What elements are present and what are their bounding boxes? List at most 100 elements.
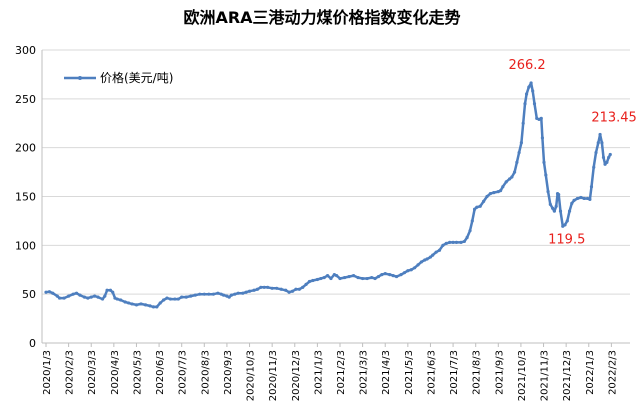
data-point xyxy=(71,292,75,296)
y-tick-label: 300 xyxy=(15,44,36,57)
data-point xyxy=(165,296,169,300)
data-point xyxy=(55,294,59,298)
data-point xyxy=(517,150,521,155)
data-point xyxy=(557,192,561,197)
x-tick-label: 2022/2/3 xyxy=(607,350,618,395)
data-point xyxy=(148,304,152,308)
data-point xyxy=(365,276,369,281)
y-tick-label: 200 xyxy=(15,142,36,155)
data-point xyxy=(388,273,392,277)
data-point xyxy=(498,189,503,193)
x-tick-label: 2021/8/3 xyxy=(472,350,483,395)
data-point xyxy=(315,277,319,282)
y-tick-label: 150 xyxy=(15,191,36,204)
data-point xyxy=(488,191,492,196)
data-point xyxy=(510,175,514,179)
data-point xyxy=(290,289,295,293)
data-point xyxy=(563,223,567,227)
data-point xyxy=(347,274,351,279)
data-point xyxy=(143,303,148,307)
data-point xyxy=(193,293,197,297)
data-point xyxy=(105,288,109,292)
data-point xyxy=(184,295,188,299)
data-point xyxy=(519,141,523,145)
data-point xyxy=(465,235,469,240)
data-point xyxy=(130,302,134,306)
data-point xyxy=(594,150,598,155)
x-tick-label: 2021/1/3 xyxy=(313,350,324,395)
data-point xyxy=(380,273,384,277)
x-tick-label: 2021/6/3 xyxy=(426,350,437,395)
x-tick-label: 2021/2/3 xyxy=(336,350,347,395)
x-tick-label: 2021/5/3 xyxy=(404,350,415,395)
data-point xyxy=(307,279,312,284)
x-tick-label: 2020/9/3 xyxy=(223,350,234,395)
data-point xyxy=(275,286,279,290)
data-point xyxy=(123,300,127,304)
data-point xyxy=(270,286,274,290)
data-point xyxy=(470,219,474,223)
data-point xyxy=(351,274,356,278)
data-point xyxy=(229,293,234,297)
y-tick-label: 0 xyxy=(29,337,36,350)
data-point xyxy=(416,263,420,267)
data-point xyxy=(567,209,572,213)
data-point xyxy=(319,276,323,281)
data-label: 266.2 xyxy=(508,58,545,73)
data-point xyxy=(582,196,586,201)
data-point xyxy=(322,275,326,280)
series-line xyxy=(44,81,612,309)
x-tick-label: 2022/1/3 xyxy=(585,350,596,395)
data-point xyxy=(252,288,256,292)
y-axis-ticks: 0 50 100 150 200 250 300 xyxy=(15,44,36,350)
data-point xyxy=(103,294,107,298)
y-tick-label: 250 xyxy=(15,93,36,106)
x-tick-label: 2021/4/3 xyxy=(381,350,392,395)
data-point xyxy=(601,155,606,160)
data-point xyxy=(51,291,55,295)
data-point xyxy=(67,294,71,298)
data-point xyxy=(233,292,237,296)
data-point xyxy=(482,199,486,203)
data-point xyxy=(478,204,482,208)
data-point xyxy=(532,102,537,106)
data-point xyxy=(539,116,543,120)
data-point xyxy=(168,297,172,301)
data-point xyxy=(198,292,202,296)
data-point xyxy=(540,136,545,140)
data-point xyxy=(266,285,270,289)
data-point xyxy=(425,257,429,261)
data-point xyxy=(552,209,556,213)
data-point xyxy=(515,160,519,164)
data-point xyxy=(115,297,119,301)
data-point xyxy=(572,198,576,203)
data-point xyxy=(126,301,131,305)
x-tick-label: 2021/10/3 xyxy=(517,350,528,401)
data-point xyxy=(383,272,387,276)
data-point xyxy=(546,190,550,194)
legend-marker xyxy=(78,76,82,80)
data-point xyxy=(592,165,596,169)
data-point xyxy=(279,287,283,291)
data-point xyxy=(521,121,525,125)
data-point xyxy=(565,219,569,223)
data-point xyxy=(512,170,517,174)
data-point xyxy=(325,274,330,278)
data-point xyxy=(409,268,413,272)
legend-label: 价格(美元/吨) xyxy=(100,70,173,85)
gridlines xyxy=(42,49,630,295)
data-point xyxy=(189,294,193,298)
data-point xyxy=(241,291,245,295)
data-point xyxy=(376,274,381,279)
data-point xyxy=(605,160,609,164)
data-point xyxy=(74,291,79,295)
data-point xyxy=(227,295,231,299)
data-point xyxy=(162,298,166,302)
data-label: 119.5 xyxy=(548,232,585,247)
data-point xyxy=(329,276,333,281)
x-tick-label: 2020/10/3 xyxy=(246,350,257,401)
data-point xyxy=(134,303,139,307)
data-point xyxy=(561,224,565,228)
data-point xyxy=(202,292,206,296)
